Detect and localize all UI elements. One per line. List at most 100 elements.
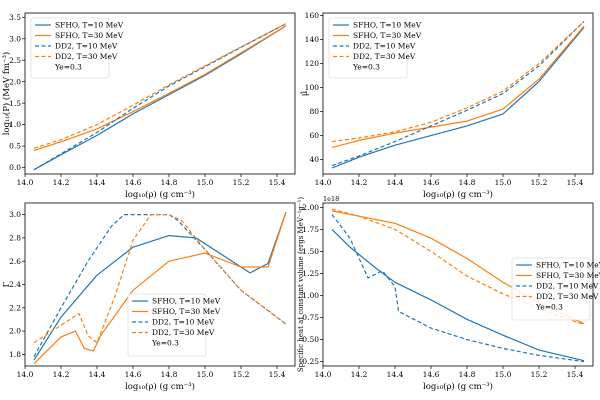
y-tick-label: 100 xyxy=(305,83,320,92)
legend-entry-label: DD2, T=30 MeV xyxy=(536,292,599,301)
y-tick-label: 1.0 xyxy=(9,120,21,129)
y-tick-label: 60 xyxy=(309,131,319,140)
x-tick-label: 15.2 xyxy=(233,370,250,379)
y-tick-label: 0.5 xyxy=(9,142,21,151)
y-tick-label: 2.5 xyxy=(9,56,21,65)
x-tick-label: 14.0 xyxy=(17,370,34,379)
legend-entry-label: DD2, T=10 MeV xyxy=(55,42,118,51)
series-line-dd2-t-10-mev xyxy=(331,214,585,363)
series-line-sfho-t-30-mev xyxy=(33,25,287,151)
legend-entry-label: DD2, T=10 MeV xyxy=(152,318,215,327)
y-tick-label: 0.25 xyxy=(302,357,319,366)
y-tick-label: 1.50 xyxy=(302,247,319,256)
legend-entry-label: SFHO, T=30 MeV xyxy=(536,271,600,280)
legend-frame xyxy=(328,17,408,79)
chart-4: 14.0 14.2 14.4 14.6 14.8 15.0 15.2 15.4 0.25 0.50… xyxy=(297,195,600,392)
legend-entry-label: DD2, T=10 MeV xyxy=(536,282,599,291)
y-tick-label: 3.5 xyxy=(9,13,21,22)
y-tick-label: 2.2 xyxy=(9,303,21,312)
y-axis-label: Γ xyxy=(2,281,12,287)
y-tick-label: 2.00 xyxy=(302,203,319,212)
x-tick-label: 15.0 xyxy=(495,370,512,379)
x-axis-label: log₁₀(ρ) (g cm⁻³) xyxy=(125,189,195,200)
x-tick-label: 14.8 xyxy=(161,178,178,187)
x-tick-label: 14.6 xyxy=(125,178,142,187)
legend-entry-label: DD2, T=30 MeV xyxy=(152,328,215,337)
y-tick-label: 160 xyxy=(305,11,320,20)
series-line-dd2-t-30-mev xyxy=(33,23,287,149)
legend-note: Ye=0.3 xyxy=(54,63,82,72)
x-axis-label: log₁₀(ρ) (g cm⁻³) xyxy=(423,381,493,392)
x-axis-label: log₁₀(ρ) (g cm⁻³) xyxy=(125,381,195,392)
x-tick-label: 14.0 xyxy=(315,370,332,379)
series-line-dd2-t-10-mev xyxy=(33,23,287,171)
y-axis-label: Specific heat at constant volume (ergs M… xyxy=(297,197,305,373)
x-tick-label: 14.4 xyxy=(89,370,106,379)
y-tick-label: 1.5 xyxy=(9,99,21,108)
series-line-dd2-t-30-mev xyxy=(33,214,287,344)
chart-3: 14.0 14.2 14.4 14.6 14.8 15.0 15.2 15.4 1.8 2.0 2.… xyxy=(2,202,296,392)
legend-entry-label: SFHO, T=30 MeV xyxy=(353,31,422,40)
y-tick-label: 140 xyxy=(305,35,320,44)
y-tick-label: 40 xyxy=(309,155,319,164)
legend-entry-label: SFHO, T=10 MeV xyxy=(152,297,221,306)
x-tick-label: 14.2 xyxy=(53,178,70,187)
series-line-sfho-t-30-mev xyxy=(331,25,585,149)
series-line-dd2-t-10-mev xyxy=(331,20,585,167)
x-tick-label: 14.8 xyxy=(161,370,178,379)
legend-entry-label: DD2, T=30 MeV xyxy=(353,52,416,61)
x-tick-label: 14.4 xyxy=(387,370,404,379)
y-tick-label: 2.8 xyxy=(9,234,21,243)
y-tick-label: 80 xyxy=(309,107,319,116)
x-tick-label: 14.2 xyxy=(351,178,368,187)
x-tick-label: 15.4 xyxy=(269,370,286,379)
y-tick-label: 1.8 xyxy=(9,350,21,359)
legend-note: Ye=0.3 xyxy=(352,63,380,72)
x-tick-label: 15.0 xyxy=(197,370,214,379)
series-line-sfho-t-10-mev xyxy=(331,228,585,362)
series-line-sfho-t-10-mev xyxy=(33,25,287,171)
y-tick-label: 120 xyxy=(305,59,320,68)
chart-2: 14.0 14.2 14.4 14.6 14.8 15.0 15.2 15.4 40 60 80 10… xyxy=(299,11,594,200)
legend-note: Ye=0.3 xyxy=(535,303,563,312)
y-tick-label: 0.50 xyxy=(302,335,319,344)
x-tick-label: 15.4 xyxy=(567,370,584,379)
x-tick-label: 14.4 xyxy=(89,178,106,187)
y-offset-label: 1e18 xyxy=(323,195,339,203)
x-tick-label: 15.0 xyxy=(197,178,214,187)
y-tick-label: 2.6 xyxy=(9,257,21,266)
legend-frame xyxy=(511,257,591,321)
series-line-dd2-t-10-mev xyxy=(33,214,287,357)
x-tick-label: 15.2 xyxy=(233,178,250,187)
axes-frame xyxy=(322,12,594,175)
legend-note: Ye=0.3 xyxy=(151,339,179,348)
legend-entry-label: SFHO, T=10 MeV xyxy=(353,21,422,30)
x-tick-label: 15.2 xyxy=(531,370,548,379)
x-tick-label: 14.8 xyxy=(459,370,476,379)
y-tick-label: 2.0 xyxy=(9,327,21,336)
series-line-sfho-t-30-mev xyxy=(33,212,287,365)
y-tick-label: 1.25 xyxy=(302,269,319,278)
y-axis-label: log₁₀(P) (MeV fm⁻³) xyxy=(1,52,12,135)
legend-entry-label: SFHO, T=30 MeV xyxy=(55,31,124,40)
y-tick-label: 1.75 xyxy=(302,225,319,234)
series-line-sfho-t-10-mev xyxy=(331,27,585,169)
x-tick-label: 14.6 xyxy=(423,370,440,379)
y-tick-label: 1.00 xyxy=(302,291,319,300)
legend-entry-label: SFHO, T=30 MeV xyxy=(152,307,221,316)
x-tick-label: 14.6 xyxy=(423,178,440,187)
x-tick-label: 14.8 xyxy=(459,178,476,187)
y-tick-label: 3.0 xyxy=(9,34,21,43)
x-tick-label: 14.0 xyxy=(17,178,34,187)
y-tick-label: 2.0 xyxy=(9,77,21,86)
axes-frame xyxy=(24,12,296,175)
y-tick-label: 2.4 xyxy=(9,280,21,289)
y-tick-label: 0.75 xyxy=(302,313,319,322)
x-tick-label: 15.4 xyxy=(269,178,286,187)
y-tick-label: 3.0 xyxy=(9,210,21,219)
legend-entry-label: DD2, T=10 MeV xyxy=(353,42,416,51)
x-tick-label: 15.2 xyxy=(531,178,548,187)
